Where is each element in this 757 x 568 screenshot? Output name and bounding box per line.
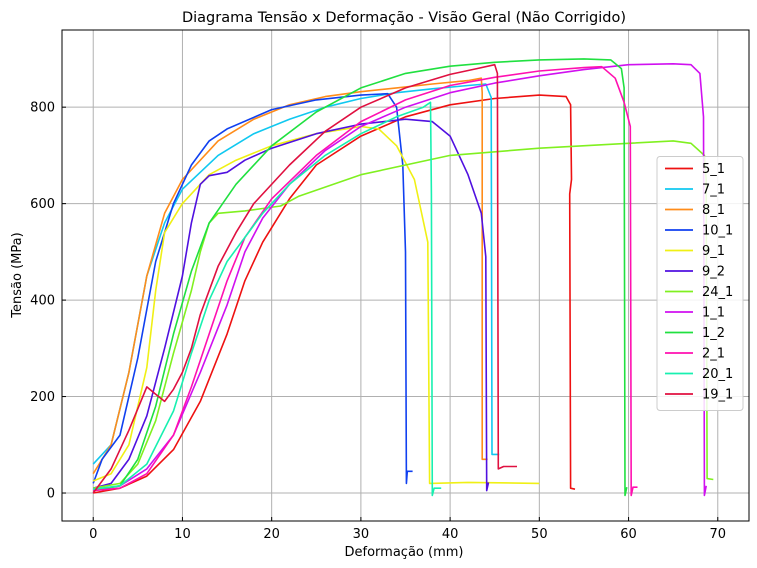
- x-tick-label: 40: [442, 527, 459, 542]
- series-line-1_1: [93, 63, 707, 497]
- series-line-24_1: [93, 140, 714, 489]
- series-line-9_2: [92, 118, 490, 492]
- legend-box: [656, 156, 744, 411]
- x-axis-label: Deformação (mm): [345, 545, 464, 560]
- chart-title: Diagrama Tensão x Deformação - Visão Ger…: [182, 10, 626, 26]
- x-tick-label: 70: [709, 527, 726, 542]
- series-line-10_1: [92, 92, 413, 485]
- x-tick-label: 0: [89, 527, 97, 542]
- legend-label: 5_1: [702, 162, 725, 177]
- series-line-9_1: [92, 125, 540, 485]
- series-lines: [92, 58, 714, 497]
- series-line-5_1: [93, 94, 576, 494]
- series-line-20_1: [93, 101, 442, 497]
- y-axis-label: Tensão (MPa): [10, 232, 25, 318]
- y-tick-label: 800: [30, 101, 55, 116]
- y-tick-label: 0: [47, 487, 55, 502]
- series-line-2_1: [93, 65, 638, 497]
- plot-area: [61, 29, 750, 522]
- series-line-1_2: [93, 58, 628, 497]
- y-axis-ticks: 0 200 400 600 800: [30, 101, 66, 502]
- legend-label: 1_1: [702, 306, 725, 321]
- x-tick-label: 30: [353, 527, 370, 542]
- legend-label: 2_1: [702, 347, 725, 362]
- x-tick-label: 20: [263, 527, 280, 542]
- legend-label: 24_1: [702, 285, 733, 300]
- legend-label: 9_2: [702, 265, 725, 280]
- y-tick-label: 600: [30, 197, 55, 212]
- y-tick-label: 400: [30, 294, 55, 309]
- series-line-8_1: [92, 77, 488, 475]
- legend-label: 7_1: [702, 183, 725, 198]
- y-tick-label: 200: [30, 390, 55, 405]
- legend-label: 10_1: [702, 224, 733, 239]
- x-tick-label: 10: [174, 527, 191, 542]
- legend-label: 9_1: [702, 244, 725, 259]
- legend-label: 20_1: [702, 367, 733, 382]
- x-axis-ticks: 0 10 20 30 40 50 60 70: [89, 517, 726, 542]
- x-tick-label: 60: [620, 527, 637, 542]
- series-line-19_1: [92, 63, 517, 494]
- legend-label: 1_2: [702, 326, 725, 341]
- legend: 5_1 7_1 8_1 10_1 9_1 9_2 24_1 1_1 1_2 2_1 20_1 19_1: [656, 156, 744, 411]
- legend-label: 19_1: [702, 388, 733, 403]
- legend-label: 8_1: [702, 203, 725, 218]
- x-tick-label: 50: [531, 527, 548, 542]
